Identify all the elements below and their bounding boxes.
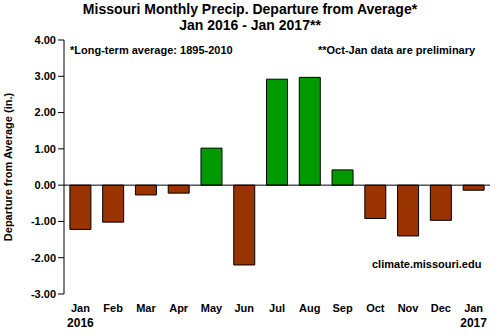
- html-text:Missouri Monthly Precip. Depar: Missouri Monthly Precip. Departure from …: [82, 1, 418, 17]
- svg-text:1.00: 1.00: [35, 143, 56, 155]
- svg-text:Jul: Jul: [269, 302, 285, 314]
- html-text:**Oct-Jan data are preliminary: **Oct-Jan data are preliminary: [318, 44, 476, 56]
- svg-text:3.00: 3.00: [35, 70, 56, 82]
- svg-text:-1.00: -1.00: [31, 215, 56, 227]
- svg-text:2.00: 2.00: [35, 106, 56, 118]
- svg-text:Jan: Jan: [71, 302, 90, 314]
- svg-text:-3.00: -3.00: [31, 288, 56, 300]
- svg-text:Dec: Dec: [431, 302, 451, 314]
- svg-text:Feb: Feb: [103, 302, 123, 314]
- svg-text:Nov: Nov: [398, 302, 420, 314]
- html-text:climate.missouri.edu: climate.missouri.edu: [372, 258, 482, 270]
- svg-text:-2.00: -2.00: [31, 252, 56, 264]
- svg-text:Aug: Aug: [299, 302, 320, 314]
- svg-text:May: May: [201, 302, 223, 314]
- svg-text:Jun: Jun: [234, 302, 254, 314]
- svg-text:0.00: 0.00: [35, 179, 56, 191]
- html-text:*Long-term average: 1895-2010: *Long-term average: 1895-2010: [70, 44, 233, 56]
- svg-text:2016: 2016: [67, 316, 94, 330]
- svg-text:2017: 2017: [460, 316, 487, 330]
- svg-text:Departure from Average (in.): Departure from Average (in.): [2, 92, 14, 241]
- svg-text:Mar: Mar: [136, 302, 156, 314]
- svg-text:Sep: Sep: [332, 302, 352, 314]
- svg-text:Jan: Jan: [464, 302, 483, 314]
- svg-text:4.00: 4.00: [35, 34, 56, 46]
- html-text:Jan 2016 - Jan 2017**: Jan 2016 - Jan 2017**: [179, 17, 321, 33]
- svg-text:Apr: Apr: [169, 302, 189, 314]
- svg-text:Oct: Oct: [366, 302, 385, 314]
